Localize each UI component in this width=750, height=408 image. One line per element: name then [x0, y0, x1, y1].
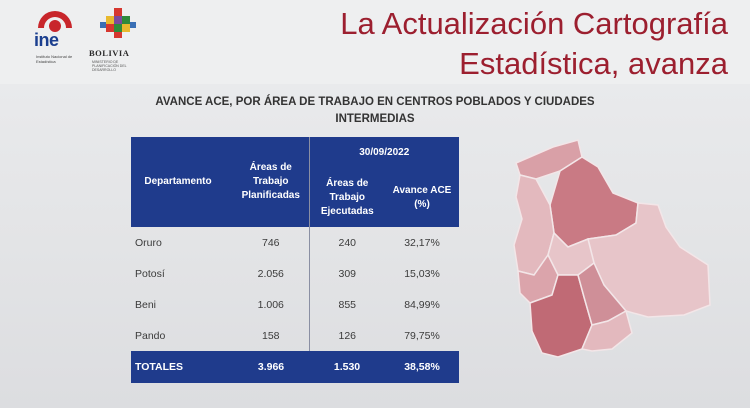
table-row: Beni 1.006 855 84,99% [131, 289, 459, 320]
cell-total-plan: 3.966 [233, 351, 309, 383]
header-bar [0, 0, 750, 84]
cell-plan: 2.056 [257, 267, 284, 280]
cell-plan: 158 [261, 329, 280, 342]
cell-dept: Pando [135, 329, 166, 342]
cell-dept: Potosí [135, 267, 165, 280]
header-date: 30/09/2022 [308, 137, 459, 169]
progress-table: Departamento Áreas de Trabajo Planificad… [131, 137, 459, 383]
cell-ejec: 126 [308, 320, 385, 351]
page-title-line2: Estadística, avanza [459, 46, 728, 81]
cell-ejec: 309 [308, 258, 385, 289]
ine-logo-icon [38, 11, 72, 32]
table-row: Oruro 746 240 32,17% [131, 227, 459, 258]
cell-total-avance: 38,58% [385, 351, 459, 383]
page-title-line1: La Actualización Cartografía [340, 6, 728, 41]
map-tarija [580, 309, 633, 352]
map-santa-cruz [587, 202, 711, 318]
header-avance: Avance ACE (%) [385, 169, 459, 227]
cell-total-label: TOTALES [131, 351, 233, 383]
cell-ejec: 240 [308, 227, 385, 258]
table-subtitle: AVANCE ACE, POR ÁREA DE TRABAJO EN CENTR… [135, 94, 615, 128]
cell-dept: Beni [135, 298, 157, 311]
bolivia-logo-text: BOLIVIA [89, 48, 130, 58]
table-row: Pando 158 126 79,75% [131, 320, 459, 351]
cell-plan: 746 [261, 236, 280, 249]
header-planificadas: Áreas de Trabajo Planificadas [233, 137, 309, 227]
cell-avance: 15,03% [404, 267, 440, 280]
table-total-row: TOTALES 3.966 1.530 38,58% [131, 351, 459, 383]
cell-total-ejec: 1.530 [309, 351, 385, 383]
ine-logo-subtext: Instituto Nacional de Estadística [36, 54, 73, 64]
bolivia-logo-subtext: MINISTERIO DE PLANIFICACIÓN DEL DESARROL… [92, 60, 127, 72]
cell-avance: 84,99% [404, 298, 440, 311]
bolivia-shield-icon [100, 8, 136, 38]
cell-avance: 32,17% [404, 236, 440, 249]
cell-ejec: 855 [308, 289, 385, 320]
header-ejecutadas: Áreas de Trabajo Ejecutadas [308, 169, 385, 227]
table-row: Potosí 2.056 309 15,03% [131, 258, 459, 289]
subtitle-line2: INTERMEDIAS [335, 113, 415, 125]
cell-plan: 1.006 [257, 298, 284, 311]
cell-dept: Oruro [135, 236, 162, 249]
ine-logo-text: ine [34, 30, 59, 50]
subtitle-line1: AVANCE ACE, POR ÁREA DE TRABAJO EN CENTR… [155, 96, 595, 108]
cell-avance: 79,75% [404, 329, 440, 342]
header-departamento: Departamento [131, 137, 233, 227]
bolivia-map-icon [513, 139, 711, 358]
